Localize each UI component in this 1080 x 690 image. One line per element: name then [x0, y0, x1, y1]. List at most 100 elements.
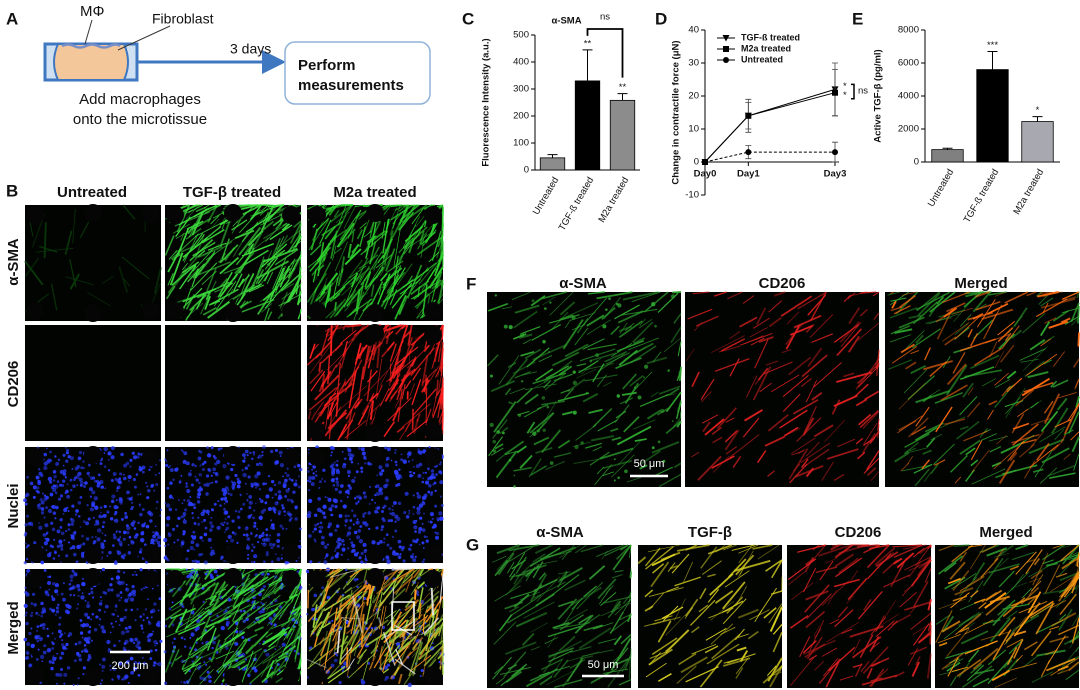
- nucleus: [46, 648, 51, 653]
- fiber: [663, 337, 682, 353]
- nucleus: [256, 471, 261, 476]
- nucleus: [71, 504, 75, 508]
- nucleus: [330, 556, 334, 560]
- fiber: [924, 568, 932, 583]
- fiber: [742, 417, 760, 438]
- nucleus: [165, 523, 170, 527]
- nucleus: [336, 483, 340, 487]
- nucleus: [281, 642, 286, 647]
- fiber: [348, 335, 356, 344]
- fiber: [645, 546, 674, 570]
- post: [224, 546, 242, 564]
- nucleus: [81, 624, 85, 628]
- nucleus: [205, 663, 208, 666]
- nucleus: [88, 625, 92, 629]
- fiber: [1052, 551, 1080, 566]
- fiber: [628, 544, 632, 559]
- fiber: [858, 413, 872, 426]
- fiber: [309, 246, 331, 272]
- fiber: [189, 294, 208, 312]
- nucleus: [286, 498, 290, 502]
- fiber: [178, 621, 206, 635]
- nucleus: [66, 494, 70, 499]
- nucleus: [65, 451, 69, 455]
- nucleus: [101, 669, 104, 672]
- nucleus: [416, 492, 419, 494]
- fiber: [363, 370, 388, 397]
- fiber: [951, 544, 973, 563]
- nucleus: [278, 494, 282, 498]
- fiber: [1056, 397, 1068, 411]
- post: [424, 570, 442, 588]
- nucleus: [394, 460, 398, 464]
- nucleus: [417, 450, 421, 454]
- fiber: [1028, 574, 1044, 596]
- fiber: [806, 593, 833, 620]
- nucleus: [171, 649, 175, 653]
- nucleus: [175, 524, 179, 528]
- fiber: [545, 365, 570, 379]
- fiber: [199, 665, 211, 678]
- fiber: [509, 580, 523, 592]
- fiber: [423, 617, 440, 635]
- fiber: [633, 419, 656, 430]
- nucleus: [277, 481, 282, 485]
- box-text: measurements: [298, 77, 404, 94]
- fiber: [531, 324, 561, 341]
- fiber: [185, 228, 202, 240]
- nucleus: [265, 494, 270, 499]
- fiber: [769, 665, 783, 688]
- fiber: [409, 608, 424, 618]
- nucleus: [236, 484, 241, 489]
- fiber: [587, 343, 617, 351]
- fiber: [860, 660, 870, 673]
- nucleus: [246, 557, 250, 560]
- nucleus: [48, 551, 52, 555]
- fiber: [507, 604, 538, 624]
- nucleus: [48, 660, 53, 664]
- nucleus: [427, 490, 431, 494]
- fiber: [532, 553, 546, 563]
- nucleus: [263, 649, 267, 653]
- nucleus: [220, 497, 224, 501]
- post: [308, 326, 326, 344]
- nucleus: [416, 494, 422, 499]
- fiber: [290, 276, 302, 296]
- fiber: [950, 592, 970, 609]
- nucleus: [167, 466, 170, 469]
- nucleus: [146, 485, 149, 488]
- nucleus: [400, 458, 404, 462]
- nucleus: [346, 470, 351, 475]
- fiber: [557, 571, 568, 588]
- fiber: [701, 414, 719, 424]
- fiber: [1060, 434, 1066, 444]
- nucleus: [154, 473, 157, 477]
- fiber: [496, 545, 520, 571]
- fiber: [410, 585, 418, 596]
- post: [26, 448, 44, 466]
- nucleus: [113, 644, 117, 648]
- nucleus: [237, 666, 241, 670]
- nucleus: [349, 519, 353, 522]
- nucleus: [224, 517, 227, 520]
- fiber: [257, 257, 279, 285]
- fiber: [256, 275, 268, 289]
- fiber: [514, 304, 540, 314]
- fiber: [899, 592, 917, 608]
- nucleus: [122, 557, 125, 560]
- fiber: [728, 558, 747, 578]
- fiber: [266, 204, 284, 222]
- fiber: [673, 313, 682, 324]
- fiber: [836, 328, 863, 357]
- nucleus: [47, 476, 53, 482]
- fiber: [702, 560, 722, 575]
- nucleus: [79, 495, 83, 499]
- nucleus: [307, 475, 313, 481]
- nucleus: [102, 513, 107, 518]
- nucleus: [186, 499, 191, 503]
- fiber: [718, 345, 741, 353]
- fiber: [601, 550, 608, 560]
- nucleus: [381, 469, 385, 473]
- fiber: [660, 551, 681, 561]
- fiber: [980, 631, 1011, 641]
